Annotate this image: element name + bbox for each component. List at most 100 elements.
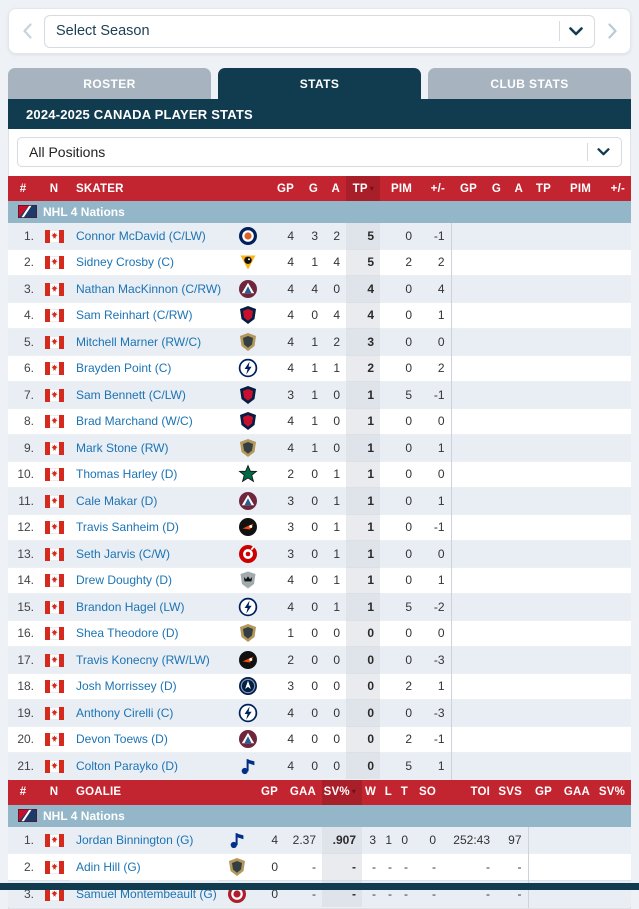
player-name-link[interactable]: Shea Theodore (D) (76, 626, 179, 641)
player-name-link[interactable]: Devon Toews (D) (76, 732, 168, 747)
player-name-link[interactable]: Sam Bennett (C/LW) (76, 387, 186, 402)
goalie-table-header-svs[interactable]: SVS (496, 779, 528, 805)
table-row: 1. Jordan Binnington (G) 4 2.37.907 3 1 0 0 252:… (8, 826, 631, 854)
stat-g: 0 (300, 752, 324, 780)
goalie-table-header-gaa[interactable]: GAA (284, 779, 322, 805)
canada-flag-icon (44, 256, 64, 270)
stat-a2 (507, 726, 529, 753)
stat-pim2 (557, 646, 597, 674)
stat-g: 4 (300, 275, 324, 303)
player-name-cell: Cale Makar (D) (70, 487, 228, 515)
stat-pm: 0 (418, 408, 452, 435)
stat-g: 0 (300, 726, 324, 753)
skater-table-header-a[interactable]: A (324, 176, 346, 201)
player-rank: 1. (8, 223, 38, 250)
season-select-value: Select Season (56, 23, 150, 39)
goalie-table-header-gaa[interactable]: GAA (558, 779, 596, 805)
skater-table-header--[interactable]: +/- (597, 176, 631, 201)
player-name-link[interactable]: Brad Marchand (W/C) (76, 414, 193, 429)
position-filter-value: All Positions (29, 144, 106, 160)
stat-tp2 (529, 620, 557, 647)
player-name-link[interactable]: Connor McDavid (C/LW) (76, 228, 206, 243)
player-name-link[interactable]: Sam Reinhart (C/RW) (76, 308, 193, 323)
player-name-link[interactable]: Josh Morrissey (D) (76, 679, 177, 694)
skater-table-header-n[interactable]: N (38, 176, 70, 201)
canada-flag-icon (44, 706, 64, 721)
goalie-table-header-gp[interactable]: GP (256, 779, 284, 805)
stat-a: 1 (324, 461, 346, 488)
player-name-link[interactable]: Brayden Point (C) (76, 361, 172, 376)
player-name-link[interactable]: Anthony Cirelli (C) (76, 705, 174, 720)
canada-flag-icon (44, 759, 64, 774)
player-name-link[interactable]: Seth Jarvis (C/W) (76, 546, 171, 561)
goalie-table-header-toi[interactable]: TOI (442, 779, 496, 805)
player-name-link[interactable]: Colton Parayko (D) (76, 758, 179, 773)
player-name-link[interactable]: Travis Konecny (RW/LW) (76, 652, 210, 667)
skater-table-header-a[interactable]: A (507, 176, 529, 201)
goalie-table-header-sv-[interactable]: SV% (596, 779, 631, 805)
goalie-table-header-t[interactable]: T (398, 779, 414, 805)
player-rank: 11. (8, 487, 38, 515)
stat-pim: 5 (380, 381, 418, 409)
tab-stats[interactable]: STATS (218, 68, 421, 99)
skater-table-header-tp[interactable]: TP (529, 176, 557, 201)
stat-pm: 0 (418, 540, 452, 568)
next-season-button[interactable] (603, 20, 621, 42)
season-select[interactable]: Select Season (44, 14, 595, 48)
nhl-4-nations-flag-icon (18, 806, 38, 824)
player-name-link[interactable]: Nathan MacKinnon (C/RW) (76, 281, 222, 296)
stat-a: 0 (324, 752, 346, 780)
stat-gp2 (528, 853, 558, 881)
position-filter-select[interactable]: All Positions (17, 137, 622, 167)
player-name-link[interactable]: Travis Sanheim (D) (76, 520, 179, 535)
skater-table-header-g[interactable]: G (483, 176, 507, 201)
chevron-right-icon (607, 23, 617, 39)
goalie-table-header--[interactable]: # (8, 779, 38, 805)
skater-table-header--[interactable]: +/- (418, 176, 451, 201)
stat-gp: 4 (268, 408, 300, 435)
stat-a: 2 (324, 328, 346, 356)
player-name-cell: Sidney Crosby (C) (70, 249, 228, 276)
goalie-table-header-w[interactable]: W (362, 779, 382, 805)
tab-roster[interactable]: ROSTER (8, 68, 211, 99)
stat-pm2 (597, 381, 631, 409)
stat-gp: 4 (256, 826, 284, 854)
stat-g: 3 (300, 223, 324, 250)
stat-pm2 (597, 699, 631, 727)
skater-table-header-pim[interactable]: PIM (557, 176, 597, 201)
stat-tp: 3 (346, 328, 380, 356)
goalie-table-header-so[interactable]: SO (414, 779, 442, 805)
skater-table-header-gp[interactable]: GP (268, 176, 300, 201)
stat-gp: 4 (268, 302, 300, 329)
player-name-link[interactable]: Drew Doughty (D) (76, 573, 173, 588)
player-name-link[interactable]: Mitchell Marner (RW/C) (76, 334, 202, 349)
skater-table-header-g[interactable]: G (300, 176, 324, 201)
skater-table-header-skater[interactable]: SKATER (70, 176, 228, 201)
skater-table-header-pim[interactable]: PIM (380, 176, 418, 201)
sort-descending-icon: ▾ (351, 787, 356, 796)
stat-pm: 0 (418, 328, 452, 356)
tab-club-stats[interactable]: CLUB STATS (428, 68, 631, 99)
stat-pim2 (557, 302, 597, 329)
player-name-link[interactable]: Sidney Crosby (C) (76, 255, 175, 270)
previous-season-button[interactable] (18, 20, 36, 42)
goalie-table-section-row: NHL 4 Nations (8, 804, 631, 827)
nationality-cell (38, 646, 70, 674)
player-name-link[interactable]: Thomas Harley (D) (76, 467, 178, 482)
goalie-table-header-goalie[interactable]: GOALIE (70, 779, 218, 805)
player-name-link[interactable]: Adin Hill (G) (76, 859, 141, 874)
skater-table-header-logo (228, 176, 268, 201)
goalie-table-header-sv-[interactable]: SV% ▾ (322, 779, 362, 805)
goalie-table-header-gp[interactable]: GP (528, 779, 558, 805)
goalie-table-header-l[interactable]: L (382, 779, 398, 805)
table-row: 11. Cale Makar (D) 3 0 1 1 0 1 (8, 487, 631, 515)
skater-table-header-gp[interactable]: GP (451, 176, 483, 201)
stat-gp2 (528, 826, 558, 854)
player-name-link[interactable]: Brandon Hagel (LW) (76, 599, 185, 614)
player-name-link[interactable]: Jordan Binnington (G) (76, 832, 194, 847)
player-name-link[interactable]: Mark Stone (RW) (76, 440, 169, 455)
skater-table-header-tp[interactable]: TP ▾ (346, 176, 380, 201)
player-name-link[interactable]: Cale Makar (D) (76, 493, 158, 508)
skater-table-header--[interactable]: # (8, 176, 38, 201)
goalie-table-header-n[interactable]: N (38, 779, 70, 805)
